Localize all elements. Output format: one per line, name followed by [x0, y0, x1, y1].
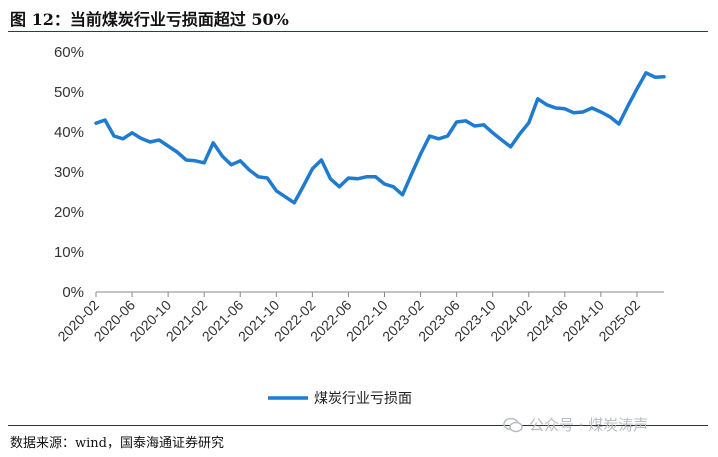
y-tick-label: 50%	[54, 84, 84, 101]
y-axis: 0% 10% 20% 30% 40% 50% 60%	[54, 44, 84, 301]
title-divider	[8, 31, 708, 32]
y-tick-label: 0%	[62, 284, 84, 301]
legend: 煤炭行业亏损面	[268, 391, 412, 407]
footer-divider	[8, 425, 708, 426]
series-layer	[94, 71, 666, 205]
legend-label: 煤炭行业亏损面	[314, 391, 412, 407]
watermark-text: 公众号 · 煤炭涛声	[529, 416, 649, 434]
x-axis: 2020-022020-062020-102021-022021-062021-…	[54, 291, 664, 344]
y-tick-label: 40%	[54, 124, 84, 141]
source-note: 数据来源：wind，国泰海通证券研究	[10, 436, 224, 451]
wechat-icon	[503, 417, 523, 432]
y-tick-label: 10%	[54, 244, 84, 261]
y-tick-label: 30%	[54, 164, 84, 181]
watermark: 公众号 · 煤炭涛声	[503, 414, 648, 435]
y-tick-label: 20%	[54, 204, 84, 221]
figure-title: 图 12：当前煤炭行业亏损面超过 50%	[10, 10, 289, 29]
y-tick-label: 60%	[54, 44, 84, 61]
series-line	[94, 71, 666, 205]
